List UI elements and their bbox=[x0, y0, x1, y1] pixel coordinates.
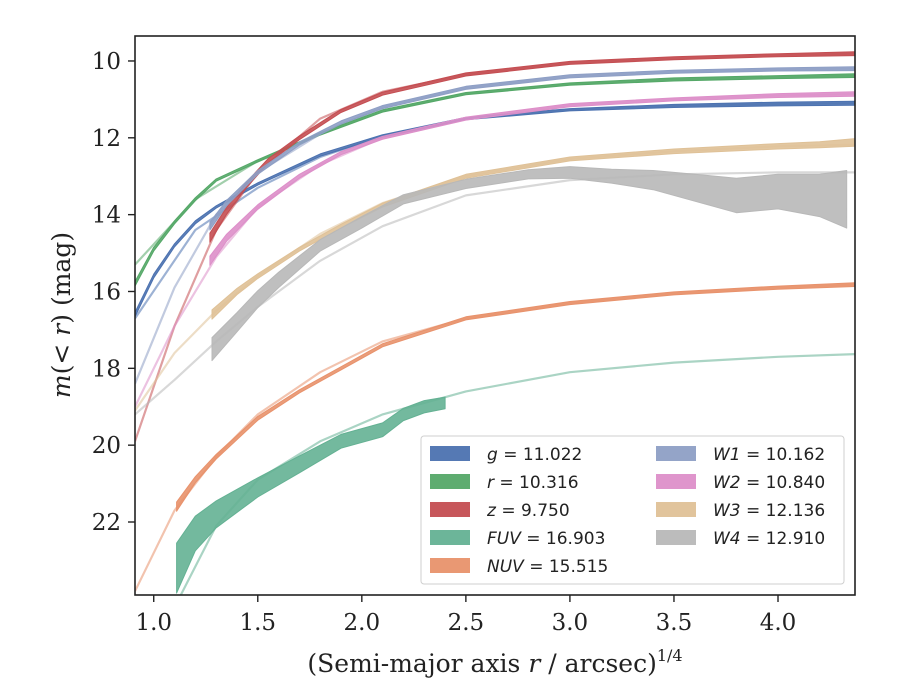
y-tick-label: 10 bbox=[92, 49, 121, 75]
model-curve-z bbox=[135, 52, 855, 442]
legend-label-w2: W2 = 10.840 bbox=[713, 473, 825, 493]
measured-band-fuv bbox=[176, 396, 446, 594]
legend-swatch-nuv bbox=[430, 558, 470, 573]
x-tick-label: 4.0 bbox=[760, 610, 797, 636]
y-tick-label: 14 bbox=[92, 203, 121, 229]
y-axis: 10 12 14 16 18 20 22 bbox=[92, 49, 135, 536]
legend-swatch-z bbox=[430, 502, 470, 517]
measured-band-w2 bbox=[209, 91, 855, 266]
y-tick-label: 22 bbox=[92, 510, 121, 536]
y-axis-title: m(< r) (mag) bbox=[47, 232, 76, 398]
x-axis-title: (Semi-major axis r / arcsec)1/4 bbox=[307, 646, 682, 678]
legend-label-w1: W1 = 10.162 bbox=[713, 445, 825, 465]
legend-label-g: g = 11.022 bbox=[487, 445, 582, 465]
measured-band-w4 bbox=[211, 166, 848, 362]
plot-area bbox=[135, 51, 855, 595]
plot-frame bbox=[134, 35, 856, 596]
legend-label-w4: W4 = 12.910 bbox=[713, 529, 825, 549]
legend-label-z: z = 9.750 bbox=[486, 501, 570, 521]
legend-label-w3: W3 = 12.136 bbox=[713, 501, 825, 521]
y-tick-label: 12 bbox=[92, 126, 121, 152]
legend-swatch-r bbox=[430, 474, 470, 489]
model-curve-w4 bbox=[135, 171, 855, 416]
legend: g = 11.022 r = 10.316 z = 9.750 FUV = 16.90… bbox=[420, 435, 845, 585]
x-tick-label: 3.0 bbox=[552, 610, 589, 636]
legend-label-r: r = 10.316 bbox=[487, 473, 579, 493]
legend-swatch-w3 bbox=[656, 502, 696, 517]
x-tick-label: 2.0 bbox=[344, 610, 381, 636]
x-axis: 1.0 1.5 2.0 2.5 3.0 3.5 4.0 bbox=[135, 595, 796, 636]
measured-band-w3 bbox=[211, 138, 855, 320]
legend-swatch-w4 bbox=[656, 530, 696, 545]
y-tick-label: 16 bbox=[92, 279, 121, 305]
legend-label-fuv: FUV = 16.903 bbox=[487, 529, 605, 549]
measured-band-r bbox=[135, 73, 855, 287]
legend-box bbox=[420, 435, 845, 585]
legend-swatch-w2 bbox=[656, 474, 696, 489]
x-tick-label: 3.5 bbox=[656, 610, 693, 636]
legend-label-nuv: NUV = 15.515 bbox=[487, 557, 608, 577]
x-tick-label: 1.0 bbox=[135, 610, 172, 636]
model-curve-w2 bbox=[135, 92, 855, 408]
y-tick-label: 18 bbox=[92, 356, 121, 382]
x-tick-label: 1.5 bbox=[239, 610, 276, 636]
measured-band-nuv bbox=[176, 282, 855, 512]
legend-swatch-w1 bbox=[656, 446, 696, 461]
legend-swatch-fuv bbox=[430, 530, 470, 545]
x-tick-label: 2.5 bbox=[448, 610, 485, 636]
legend-swatch-g bbox=[430, 446, 470, 461]
measured-band-w1 bbox=[209, 66, 855, 231]
y-tick-label: 20 bbox=[92, 433, 121, 459]
